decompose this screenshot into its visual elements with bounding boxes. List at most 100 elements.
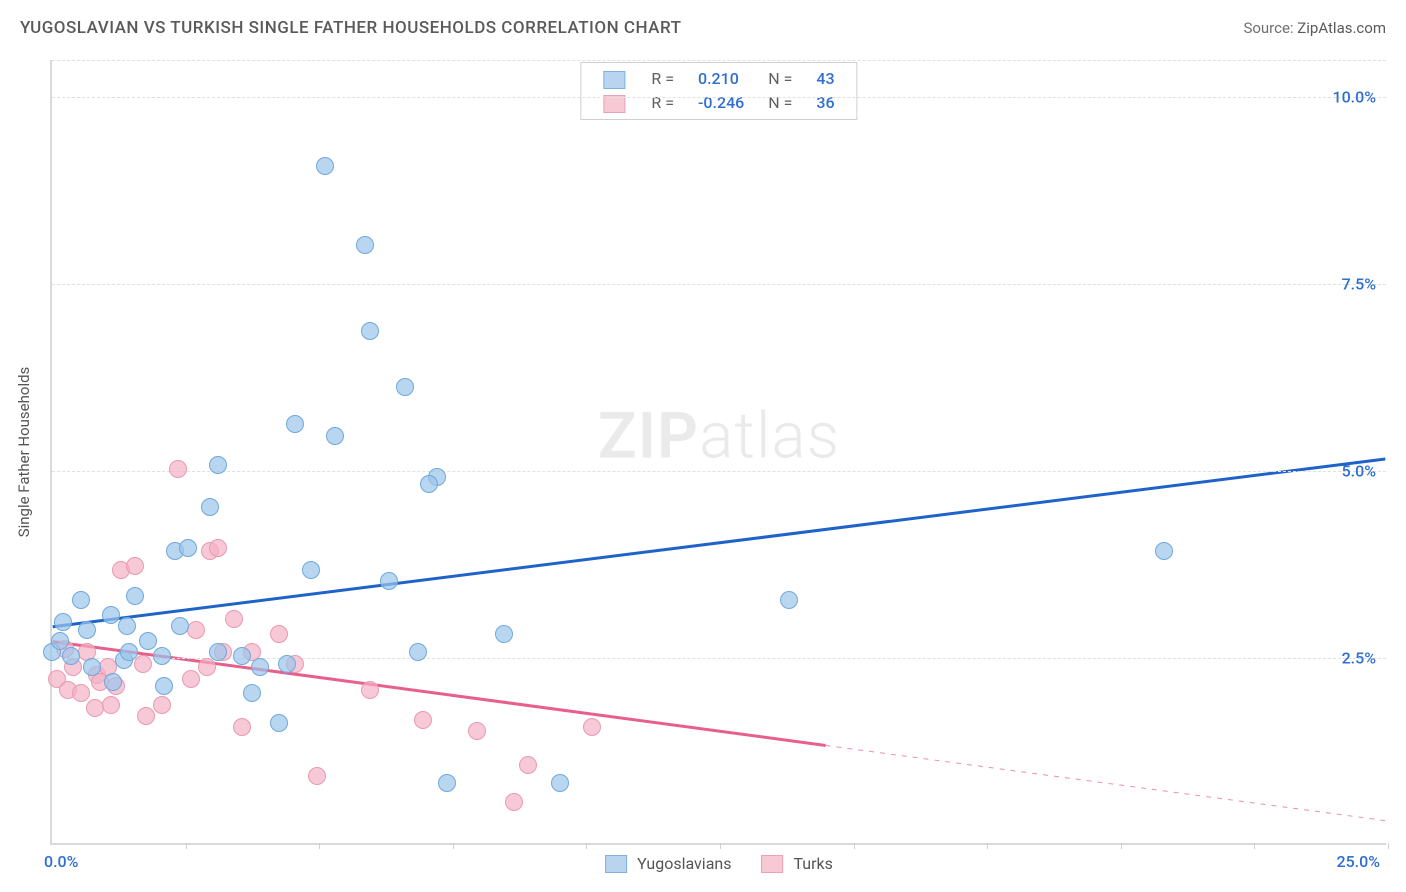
y-tick-label: 10.0% [1332, 88, 1376, 107]
scatter-point [171, 617, 189, 635]
n-value: 36 [804, 91, 846, 115]
scatter-point [72, 591, 90, 609]
scatter-point [356, 236, 374, 254]
scatter-point [361, 681, 379, 699]
scatter-point [302, 561, 320, 579]
scatter-point [120, 643, 138, 661]
trendlines-layer [52, 60, 1386, 843]
x-tick [586, 843, 587, 849]
legend-swatch [605, 855, 627, 873]
watermark: ZIPatlas [598, 398, 840, 473]
scatter-point [126, 587, 144, 605]
scatter-point [201, 498, 219, 516]
scatter-point [251, 658, 269, 676]
scatter-point [198, 658, 216, 676]
source-prefix: Source: [1243, 19, 1297, 37]
y-tick-label: 7.5% [1342, 275, 1376, 294]
watermark-atlas: atlas [699, 398, 840, 473]
scatter-point [380, 572, 398, 590]
scatter-point [225, 610, 243, 628]
legend-series-label: Turks [793, 854, 832, 873]
scatter-point [468, 722, 486, 740]
x-tick [1388, 843, 1389, 849]
x-tick [453, 843, 454, 849]
x-tick [186, 843, 187, 849]
scatter-point [780, 591, 798, 609]
scatter-point [270, 714, 288, 732]
scatter-point [1155, 542, 1173, 560]
x-axis-max-label: 25.0% [1336, 852, 1380, 871]
scatter-point [505, 793, 523, 811]
scatter-point [583, 718, 601, 736]
scatter-point [409, 643, 427, 661]
scatter-point [102, 696, 120, 714]
scatter-point [316, 157, 334, 175]
y-tick-label: 5.0% [1342, 462, 1376, 481]
scatter-point [62, 647, 80, 665]
source-link[interactable]: ZipAtlas.com [1297, 19, 1386, 37]
scatter-point [233, 718, 251, 736]
r-value: 0.210 [686, 67, 756, 91]
scatter-point [137, 707, 155, 725]
scatter-point [139, 632, 157, 650]
scatter-point [519, 756, 537, 774]
scatter-point [187, 621, 205, 639]
scatter-point [179, 539, 197, 557]
scatter-point [361, 322, 379, 340]
scatter-point [169, 460, 187, 478]
scatter-point [308, 767, 326, 785]
scatter-point [286, 415, 304, 433]
legend-series-item: Turks [761, 854, 832, 873]
header: YUGOSLAVIAN VS TURKISH SINGLE FATHER HOU… [20, 18, 1386, 38]
scatter-point [233, 647, 251, 665]
scatter-point [104, 673, 122, 691]
scatter-point [414, 711, 432, 729]
y-axis-label: Single Father Households [15, 366, 33, 537]
n-label: N = [756, 91, 804, 115]
legend-series-item: Yugoslavians [605, 854, 731, 873]
scatter-point [270, 625, 288, 643]
x-tick [319, 843, 320, 849]
gridline-h [52, 471, 1386, 472]
scatter-point [495, 625, 513, 643]
r-value: -0.246 [686, 91, 756, 115]
scatter-point [54, 613, 72, 631]
scatter-point [243, 684, 261, 702]
legend-stats: R =0.210N =43R =-0.246N =36 [580, 62, 857, 120]
gridline-h [52, 97, 1386, 98]
scatter-point [278, 655, 296, 673]
scatter-point [551, 774, 569, 792]
r-label: R = [639, 91, 686, 115]
scatter-point [78, 621, 96, 639]
gridline-h [52, 284, 1386, 285]
scatter-point [209, 539, 227, 557]
scatter-point [396, 378, 414, 396]
chart-container: YUGOSLAVIAN VS TURKISH SINGLE FATHER HOU… [0, 0, 1406, 892]
plot-area: ZIPatlas R =0.210N =43R =-0.246N =36 Yug… [50, 60, 1386, 845]
scatter-point [209, 643, 227, 661]
scatter-point [153, 647, 171, 665]
source-attribution: Source: ZipAtlas.com [1243, 19, 1386, 37]
scatter-point [326, 427, 344, 445]
legend-stats-row: R =0.210N =43 [591, 67, 846, 91]
scatter-point [182, 670, 200, 688]
plot-wrap: ZIPatlas R =0.210N =43R =-0.246N =36 Yug… [50, 60, 1386, 845]
x-tick [1121, 843, 1122, 849]
gridline-h [52, 60, 1386, 61]
scatter-point [126, 557, 144, 575]
x-tick [987, 843, 988, 849]
legend-swatch [761, 855, 783, 873]
x-tick [720, 843, 721, 849]
legend-swatch [603, 71, 625, 89]
scatter-point [102, 606, 120, 624]
trendline [53, 459, 1386, 627]
r-label: R = [639, 67, 686, 91]
scatter-point [438, 774, 456, 792]
x-axis-origin-label: 0.0% [44, 852, 78, 871]
watermark-zip: ZIP [598, 398, 699, 473]
n-label: N = [756, 67, 804, 91]
x-tick [854, 843, 855, 849]
n-value: 43 [804, 67, 846, 91]
trendline-dashed [826, 745, 1386, 820]
scatter-point [155, 677, 173, 695]
